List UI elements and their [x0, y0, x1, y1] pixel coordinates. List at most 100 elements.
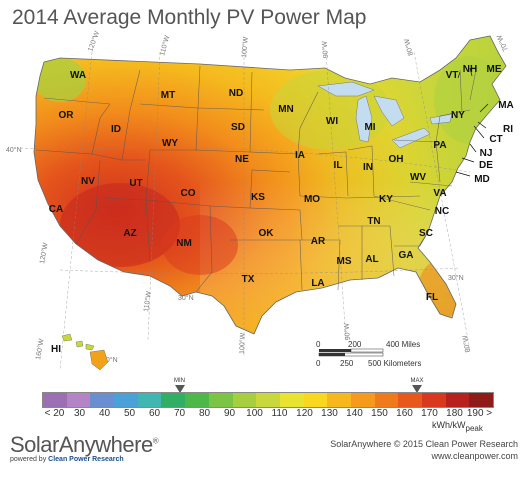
lon-label-120: 120°W — [86, 30, 101, 53]
state-label-wv: WV — [410, 172, 426, 183]
state-label-mi: MI — [364, 122, 375, 133]
state-label-pa: PA — [433, 140, 446, 151]
state-label-va: VA — [433, 188, 446, 199]
lat-label-20: 20°N — [102, 356, 118, 364]
lon-label-90: 90°W — [320, 40, 330, 58]
state-label-fl: FL — [426, 292, 438, 303]
legend-tick: 60 — [148, 408, 161, 419]
lon-label-100-south: 100°W — [238, 332, 247, 354]
scale-km-250: 250 — [340, 359, 354, 368]
powered-by-company: Clean Power Research — [48, 456, 124, 463]
scale-miles-0: 0 — [316, 340, 321, 349]
great-lakes — [317, 81, 453, 149]
state-label-tn: TN — [367, 216, 380, 227]
credit-line-2[interactable]: www.cleanpower.com — [431, 451, 518, 461]
state-label-sd: SD — [231, 122, 245, 133]
legend-swatch — [422, 393, 446, 407]
state-label-wi: WI — [326, 116, 338, 127]
scale-bar: 0 200 400 Miles 0 250 500 Kilometers — [316, 340, 421, 368]
legend-tick: 70 — [173, 408, 186, 419]
legend-tick: 170 — [421, 408, 438, 419]
state-label-ks: KS — [251, 192, 265, 203]
graticule — [19, 51, 471, 371]
state-label-or: OR — [59, 110, 75, 121]
state-label-ut: UT — [129, 178, 142, 189]
state-label-de: DE — [479, 160, 493, 171]
state-label-in: IN — [363, 162, 373, 173]
state-label-me: ME — [487, 64, 502, 75]
state-label-nh: NH — [463, 64, 477, 75]
legend-swatch — [374, 393, 399, 407]
legend-tick: 180 — [446, 408, 463, 419]
legend-swatch — [350, 393, 375, 407]
state-label-ri: RI — [503, 124, 513, 135]
powered-by-text: powered by — [10, 456, 47, 463]
legend-swatch — [114, 393, 138, 407]
state-label-hi: HI — [51, 344, 61, 355]
legend-tick: 30 — [73, 408, 86, 419]
brand-powered-by: powered by Clean Power Research — [10, 456, 158, 463]
scale-km-500: 500 Kilometers — [368, 359, 421, 368]
credit-line-1: SolarAnywhere © 2015 Clean Power Researc… — [330, 439, 518, 449]
state-pointer-lines — [455, 67, 489, 177]
legend-swatch — [303, 393, 328, 407]
legend-swatch — [185, 393, 209, 407]
state-label-ma: MA — [498, 100, 514, 111]
min-triangle-icon — [174, 385, 185, 393]
state-label-ar: AR — [311, 236, 326, 247]
state-label-ga: GA — [399, 250, 414, 261]
legend-tick: 100 — [246, 408, 263, 419]
state-label-nd: ND — [229, 88, 243, 99]
legend-tick: 80 — [198, 408, 211, 419]
state-label-az: AZ — [123, 228, 136, 239]
state-label-vt: VT — [446, 70, 459, 81]
state-label-ia: IA — [295, 150, 305, 161]
state-label-ne: NE — [235, 154, 249, 165]
lon-label-160: 160°W — [34, 338, 46, 361]
legend-swatch — [66, 393, 91, 407]
legend-units-sub: peak — [465, 423, 483, 433]
brand-name: SolarAnywhere® — [10, 432, 159, 458]
scale-km-0: 0 — [316, 359, 321, 368]
lon-label-110-south: 110°W — [142, 290, 153, 312]
state-labels: WA OR ID MT ND SD WY NE NV UT CO CA AZ NM KS OK TX MN IA MO… — [49, 64, 514, 355]
legend-tick: 150 — [371, 408, 388, 419]
legend-swatch — [327, 393, 351, 407]
state-label-ms: MS — [337, 256, 352, 267]
legend-min-label: MIN — [174, 378, 185, 384]
lon-label-70: 70°W — [495, 33, 510, 52]
max-triangle-icon — [412, 385, 422, 393]
state-label-wa: WA — [70, 70, 86, 81]
legend-tick: 160 — [396, 408, 413, 419]
state-label-mn: MN — [278, 104, 294, 115]
legend-tick: 90 — [223, 408, 236, 419]
legend-tick: 120 — [296, 408, 313, 419]
state-label-al: AL — [365, 254, 378, 265]
lon-label-90-south: 90°W — [342, 322, 352, 340]
state-label-md: MD — [474, 174, 490, 185]
legend-tick: 40 — [98, 408, 111, 419]
solaranywhere-logo: SolarAnywhere® powered by Clean Power Re… — [10, 432, 159, 463]
legend-tick: 190 > — [466, 408, 493, 419]
hawaii-inset — [61, 333, 109, 371]
lat-label-30: 30°N — [178, 294, 194, 302]
legend-swatch — [43, 393, 67, 407]
legend-units-text: kWh/kW — [432, 420, 466, 430]
legend-tick: 110 — [271, 408, 288, 419]
lat-label-40: 40°N — [6, 146, 22, 154]
legend-swatch — [398, 393, 422, 407]
state-label-il: IL — [334, 160, 343, 171]
state-label-oh: OH — [389, 154, 404, 165]
legend-swatch — [137, 393, 162, 407]
lat-label-30-east: 30°N — [448, 274, 464, 282]
state-label-mo: MO — [304, 194, 320, 205]
brand-registered: ® — [152, 436, 159, 446]
state-label-ct: CT — [489, 134, 502, 145]
legend-max-label: MAX — [410, 378, 424, 384]
brand-name-text: SolarAnywhere — [10, 432, 153, 457]
legend-units: kWh/kWpeak — [432, 420, 483, 433]
legend-swatch — [279, 393, 304, 407]
scale-miles-200: 200 — [348, 340, 362, 349]
state-label-wy: WY — [162, 138, 178, 149]
state-label-co: CO — [181, 188, 196, 199]
